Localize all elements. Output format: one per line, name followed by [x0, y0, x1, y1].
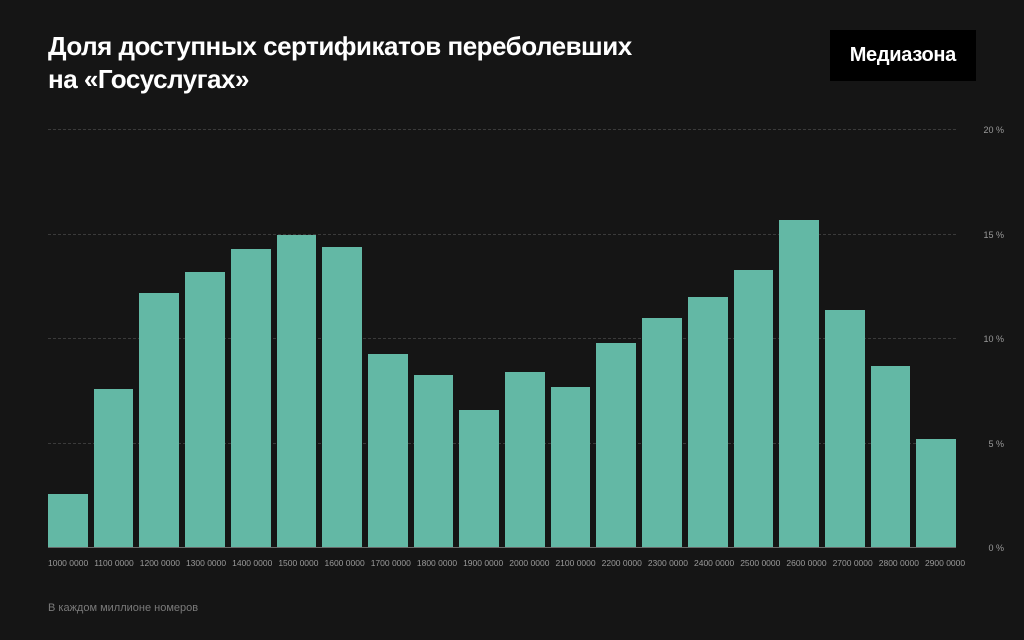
- y-tick-label: 20 %: [960, 125, 1004, 135]
- bar: [231, 249, 271, 548]
- x-axis-line: [48, 547, 956, 548]
- y-tick-label: 10 %: [960, 334, 1004, 344]
- bar-column: [368, 130, 408, 548]
- bar: [779, 220, 819, 548]
- x-tick-label: 1300 0000: [186, 552, 226, 576]
- bar-column: [459, 130, 499, 548]
- x-tick-label: 1500 0000: [278, 552, 318, 576]
- x-tick-label: 2700 0000: [833, 552, 873, 576]
- bar-column: [916, 130, 956, 548]
- bar: [596, 343, 636, 548]
- footnote: В каждом миллионе номеров: [48, 602, 198, 614]
- bar-column: [505, 130, 545, 548]
- x-tick-label: 1600 0000: [325, 552, 365, 576]
- bar: [139, 293, 179, 548]
- bar: [734, 270, 774, 548]
- bars-container: [48, 130, 956, 548]
- bar-column: [414, 130, 454, 548]
- title-line-1: Доля доступных сертификатов переболевших: [48, 31, 632, 61]
- bar-column: [871, 130, 911, 548]
- bar: [825, 310, 865, 548]
- bar-column: [551, 130, 591, 548]
- bar: [459, 410, 499, 548]
- bar: [642, 318, 682, 548]
- header: Доля доступных сертификатов переболевших…: [48, 30, 976, 95]
- x-tick-label: 2400 0000: [694, 552, 734, 576]
- brand-badge: Медиазона: [830, 30, 976, 81]
- x-tick-label: 1800 0000: [417, 552, 457, 576]
- x-tick-label: 1900 0000: [463, 552, 503, 576]
- x-tick-label: 2900 0000: [925, 552, 965, 576]
- bar-column: [322, 130, 362, 548]
- x-tick-label: 2500 0000: [740, 552, 780, 576]
- bar-column: [231, 130, 271, 548]
- bar-column: [185, 130, 225, 548]
- bar: [368, 354, 408, 548]
- bar-column: [139, 130, 179, 548]
- y-tick-label: 5 %: [960, 439, 1004, 449]
- bar: [916, 439, 956, 548]
- bar: [505, 372, 545, 548]
- page-title: Доля доступных сертификатов переболевших…: [48, 30, 632, 95]
- bar-column: [734, 130, 774, 548]
- bar: [48, 494, 88, 548]
- x-tick-label: 1700 0000: [371, 552, 411, 576]
- x-tick-label: 2300 0000: [648, 552, 688, 576]
- bar-column: [688, 130, 728, 548]
- x-tick-label: 2200 0000: [602, 552, 642, 576]
- x-tick-label: 2800 0000: [879, 552, 919, 576]
- x-tick-label: 1000 0000: [48, 552, 88, 576]
- bar: [277, 235, 317, 549]
- bar: [185, 272, 225, 548]
- bar-column: [779, 130, 819, 548]
- x-tick-label: 1200 0000: [140, 552, 180, 576]
- plot-area: 0 %5 %10 %15 %20 %: [48, 130, 956, 548]
- bar: [94, 389, 134, 548]
- x-tick-label: 2100 0000: [555, 552, 595, 576]
- bar-column: [277, 130, 317, 548]
- x-tick-label: 1100 0000: [94, 552, 134, 576]
- page: Доля доступных сертификатов переболевших…: [0, 0, 1024, 640]
- bar-column: [825, 130, 865, 548]
- bar-column: [94, 130, 134, 548]
- x-axis-labels: 1000 00001100 00001200 00001300 00001400…: [48, 552, 956, 576]
- x-tick-label: 2600 0000: [786, 552, 826, 576]
- title-line-2: на «Госуслугах»: [48, 64, 249, 94]
- bar-column: [596, 130, 636, 548]
- bar: [414, 375, 454, 548]
- x-tick-label: 2000 0000: [509, 552, 549, 576]
- bar-column: [48, 130, 88, 548]
- bar-column: [642, 130, 682, 548]
- bar: [871, 366, 911, 548]
- bar: [688, 297, 728, 548]
- x-tick-label: 1400 0000: [232, 552, 272, 576]
- chart: 0 %5 %10 %15 %20 % 1000 00001100 0000120…: [48, 130, 1004, 576]
- y-tick-label: 0 %: [960, 543, 1004, 553]
- bar: [322, 247, 362, 548]
- bar: [551, 387, 591, 548]
- y-tick-label: 15 %: [960, 230, 1004, 240]
